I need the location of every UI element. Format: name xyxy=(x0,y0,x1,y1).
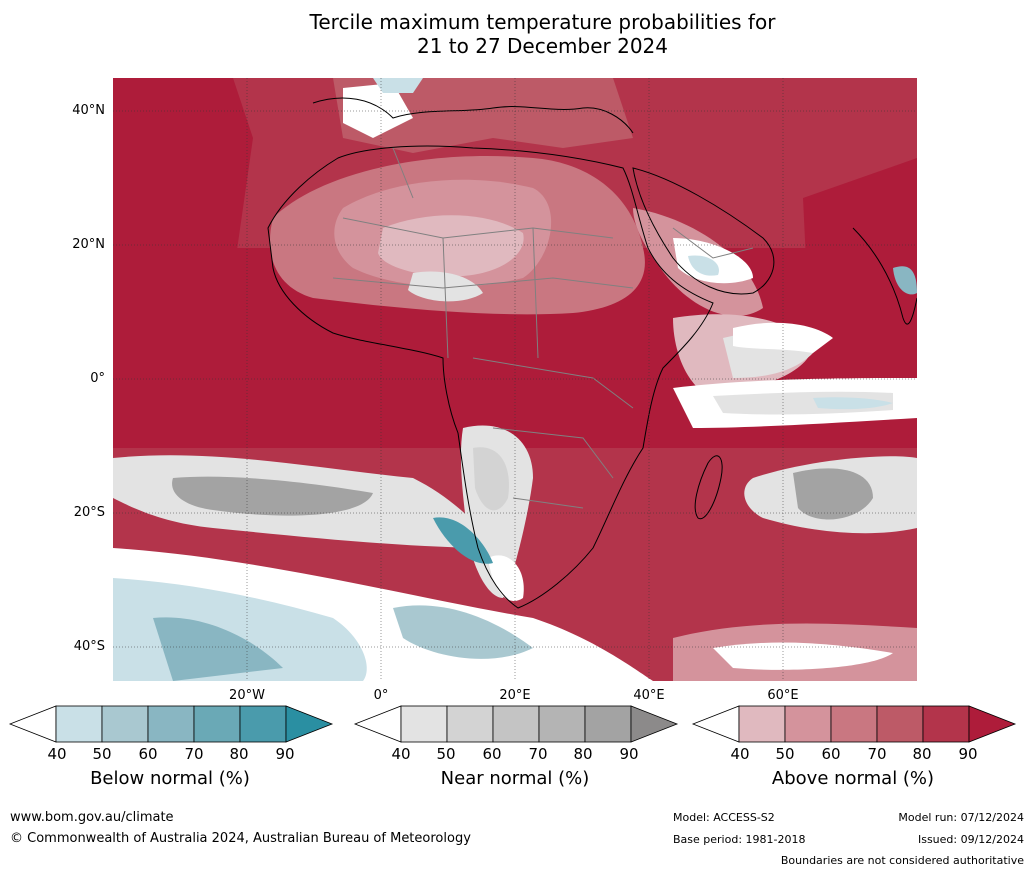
colorbar-above-segment xyxy=(830,705,878,743)
colorbar-near-high-extend xyxy=(630,705,679,743)
colorbar-near xyxy=(353,705,679,743)
colorbar-below-segment xyxy=(101,705,149,743)
tick-above-70: 70 xyxy=(867,745,887,763)
namibia-below xyxy=(433,517,493,564)
africa-coastline xyxy=(267,145,714,609)
indian-ocean-north xyxy=(803,158,917,438)
tick-near-90: 90 xyxy=(619,745,639,763)
lat-label-40s: 40°S xyxy=(73,639,105,654)
tick-near-70: 70 xyxy=(528,745,548,763)
footer-url[interactable]: www.bom.gov.au/climate xyxy=(10,810,174,825)
tick-above-40: 40 xyxy=(730,745,750,763)
south-africa-white xyxy=(488,555,524,602)
lon-label-60e: 60°E xyxy=(767,688,799,703)
colorbar-below-high-extend xyxy=(285,705,334,743)
tick-below-80: 80 xyxy=(229,745,249,763)
map-svg xyxy=(113,78,917,681)
colorbar-near-segment xyxy=(492,705,540,743)
title-line-1: Tercile maximum temperature probabilitie… xyxy=(309,10,776,34)
lat-label-40n: 40°N xyxy=(72,103,105,118)
colorbar-above-segment xyxy=(922,705,970,743)
lat-label-0: 0° xyxy=(90,371,105,386)
footer-issued: Issued: 09/12/2024 xyxy=(917,833,1024,846)
footer-model-run: Model run: 07/12/2024 xyxy=(898,811,1024,824)
southern-ocean-below-3 xyxy=(393,605,533,659)
lat-label-20n: 20°N xyxy=(72,237,105,252)
footer-model: Model: ACCESS-S2 xyxy=(673,811,775,824)
tick-above-80: 80 xyxy=(912,745,932,763)
colorbar-below xyxy=(8,705,334,743)
europe-coastline xyxy=(312,97,634,134)
colorbar-above-high-extend xyxy=(968,705,1017,743)
tick-below-60: 60 xyxy=(138,745,158,763)
colorbar-near-low-extend xyxy=(353,705,402,743)
lon-label-20w: 20°W xyxy=(229,688,265,703)
south-indian-dark xyxy=(793,468,873,520)
arabia-below xyxy=(688,255,719,276)
colorbar-near-segment xyxy=(584,705,632,743)
colorbar-above-svg xyxy=(691,705,1017,743)
colorbar-near-svg xyxy=(353,705,679,743)
country-borders xyxy=(332,147,754,509)
tick-below-70: 70 xyxy=(184,745,204,763)
lon-label-20e: 20°E xyxy=(499,688,531,703)
lon-label-0: 0° xyxy=(373,688,389,703)
tick-near-80: 80 xyxy=(573,745,593,763)
tick-below-40: 40 xyxy=(47,745,67,763)
tick-below-90: 90 xyxy=(275,745,295,763)
arabia-coastline xyxy=(632,167,775,295)
europe-region xyxy=(333,78,633,153)
colorbar-below-segment xyxy=(239,705,287,743)
tick-near-40: 40 xyxy=(391,745,411,763)
iberia-white xyxy=(343,83,413,138)
title-line-2: 21 to 27 December 2024 xyxy=(416,34,668,58)
colorbar-above-low-extend xyxy=(691,705,740,743)
lat-label-20s: 20°S xyxy=(73,505,105,520)
southern-africa-near-2 xyxy=(473,447,509,511)
colorbar-below-segment xyxy=(147,705,195,743)
colorbar-above-segment xyxy=(876,705,924,743)
lon-label-40e: 40°E xyxy=(633,688,665,703)
footer-base-period: Base period: 1981-2018 xyxy=(673,833,806,846)
footer-copyright: © Commonwealth of Australia 2024, Austra… xyxy=(10,831,471,846)
colorbar-above-segment xyxy=(738,705,786,743)
colorbar-above-title: Above normal (%) xyxy=(771,768,935,789)
footer-disclaimer: Boundaries are not considered authoritat… xyxy=(780,854,1024,867)
tick-above-60: 60 xyxy=(821,745,841,763)
atlantic-north xyxy=(113,78,253,338)
colorbar-below-segment xyxy=(55,705,103,743)
colorbar-below-segment xyxy=(193,705,241,743)
europe-below xyxy=(373,78,423,93)
probability-map xyxy=(113,78,917,681)
colorbar-above xyxy=(691,705,1017,743)
colorbar-near-segment xyxy=(538,705,586,743)
colorbar-above-segment xyxy=(784,705,832,743)
tick-near-50: 50 xyxy=(436,745,456,763)
southern-ocean-below-2 xyxy=(153,617,283,681)
io-streak-below xyxy=(813,397,893,410)
horn-white xyxy=(733,322,833,353)
colorbar-below-low-extend xyxy=(8,705,57,743)
colorbar-near-segment xyxy=(446,705,494,743)
madagascar-coastline xyxy=(694,455,723,520)
colorbar-near-segment xyxy=(400,705,448,743)
india-coastline xyxy=(852,227,917,325)
tick-above-50: 50 xyxy=(775,745,795,763)
graticule xyxy=(113,78,917,681)
tick-above-90: 90 xyxy=(958,745,978,763)
colorbar-near-title: Near normal (%) xyxy=(440,768,590,789)
southern-ocean-white-2 xyxy=(713,642,893,670)
tick-near-60: 60 xyxy=(482,745,502,763)
india-below xyxy=(893,266,917,295)
colorbar-below-svg xyxy=(8,705,334,743)
tick-below-50: 50 xyxy=(92,745,112,763)
map-title: Tercile maximum temperature probabilitie… xyxy=(0,10,1035,58)
colorbar-below-title: Below normal (%) xyxy=(90,768,250,789)
south-atlantic-dark xyxy=(172,476,373,516)
sahara-lightest xyxy=(378,215,524,277)
